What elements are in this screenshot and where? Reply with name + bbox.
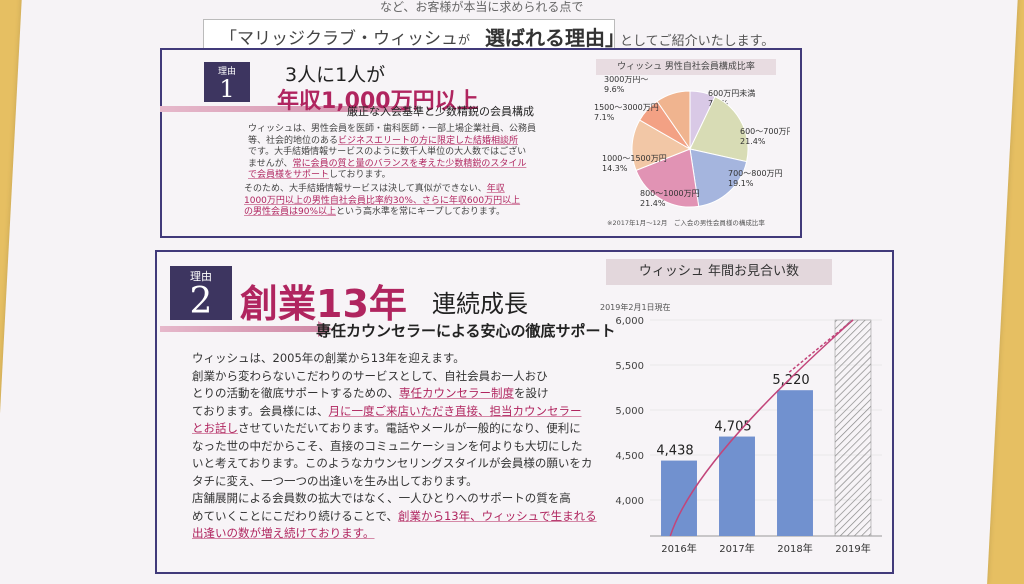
bar: [719, 436, 755, 536]
y-tick-label: 4,500: [615, 451, 644, 462]
reason-2-line: タチに変え、一つ一つの出逢いを生み出しております。: [192, 473, 612, 491]
body-text: いと考えております。このようなカウンセリングスタイルが会員様の願いをカ: [192, 456, 593, 470]
bar-value-label: 5,220: [772, 373, 809, 388]
heading-strong: 選ばれる理由」: [485, 26, 625, 50]
pie-slice-value: 9.6%: [604, 85, 625, 94]
bar: [777, 390, 813, 536]
x-tick-label: 2018年: [777, 542, 812, 555]
pie-slice-value: 14.3%: [602, 164, 628, 173]
reason-2-line: 出逢いの数が増え続けております。: [192, 525, 612, 543]
pie-slice-label: 1500〜3000万円: [594, 103, 659, 112]
pie-slice-label: 800〜1000万円: [640, 189, 700, 198]
body-text: を設け: [514, 386, 549, 400]
y-tick-label: 4,000: [615, 496, 644, 507]
bar: [661, 460, 697, 536]
y-tick-label: 5,000: [615, 406, 644, 417]
pie-chart: 600万円未満7.1%600〜700万円21.4%700〜800万円19.1%8…: [594, 76, 790, 208]
body-text: とりの活動を徹底サポートするための、: [192, 386, 399, 400]
trend-line-projected: [788, 319, 854, 373]
reason-2-line: いと考えております。このようなカウンセリングスタイルが会員様の願いをカ: [192, 455, 612, 473]
pie-slice: [689, 96, 749, 163]
top-cut-text: など、お客様が本当に求められる点で: [380, 0, 584, 14]
body-text: めていくことにこだわり続けることで、: [192, 508, 398, 523]
reason-2-title: 創業13年: [240, 282, 407, 326]
pie-slice-label: 600〜700万円: [740, 127, 790, 136]
heading-club-name: 「マリッジクラブ・ウィッシュが: [220, 29, 471, 49]
chart-1-title: ウィッシュ 男性自社会員構成比率: [596, 59, 776, 75]
pie-slice: [689, 148, 748, 207]
chart-2-title: ウィッシュ 年間お見合い数: [606, 259, 832, 285]
pie-slice-value: 21.4%: [740, 137, 766, 146]
chart-2-subtitle: 2019年2月1日現在: [600, 303, 671, 312]
heading-tail: としてご紹介いたします。: [620, 34, 775, 49]
pie-slice-value: 21.4%: [640, 199, 666, 208]
highlighted-text: 創業から13年、ウィッシュで生まれる: [397, 508, 597, 523]
x-tick-label: 2016年: [661, 542, 696, 555]
reason-1-badge: 理由 1: [204, 62, 250, 102]
reason-1-paragraph-1: ウィッシュは、男性会員を医師・歯科医師・一部上場企業社員、公務員 等、社会的地位…: [248, 124, 537, 180]
reason-2-subtitle: 専任カウンセラーによる安心の徹底サポート: [316, 322, 616, 340]
highlighted-text: 専任カウンセラー制度: [399, 386, 514, 400]
reason-1-paragraph-2: そのため、大手結婚情報サービスは決して真似ができない、年収 1000万円以上の男…: [244, 184, 521, 217]
body-text: なった世の中だからこそ、直接のコミュニケーションを何よりも大切にした: [192, 438, 583, 453]
pie-slice-value: 19.1%: [728, 179, 754, 188]
trend-line: [669, 319, 854, 537]
reason-1-arrow: [160, 106, 410, 112]
highlighted-text: とお話し: [192, 421, 238, 435]
y-tick-label: 6,000: [615, 316, 644, 327]
chart-1-note: ※2017年1月〜12月 ご入会の男性会員様の構成比率: [607, 219, 765, 227]
pie-slice: [656, 90, 691, 151]
y-tick-label: 5,500: [615, 361, 644, 372]
reason-1-title: 3人に1人が: [285, 64, 386, 86]
pie-slice: [631, 119, 692, 172]
bar-chart: 4,000 4,500 5,000 5,500 6,000 4,438 2016年 4,705…: [615, 316, 882, 555]
bar-value-label: 4,705: [714, 420, 751, 435]
body-text: 創業から変わらないこだわりのサービスとして、自社会員お一人おひ: [192, 368, 548, 383]
reason-2-line: なった世の中だからこそ、直接のコミュニケーションを何よりも大切にした: [192, 438, 612, 456]
reason-2-body: ウィッシュは、2005年の創業から13年を迎えます。創業から変わらないこだわりの…: [192, 350, 612, 543]
body-text: 店舗展開による会員数の拡大ではなく、一人ひとりへのサポートの質を高: [192, 491, 571, 505]
reason-2-line: めていくことにこだわり続けることで、創業から13年、ウィッシュで生まれる: [192, 508, 612, 526]
reason-2-title-tail: 連続成長: [432, 290, 528, 318]
x-tick-label: 2017年: [719, 542, 754, 555]
reason-2-line: ております。会員様には、月に一度ご来店いただき直接、担当カウンセラー: [192, 403, 612, 421]
body-text: させていただいております。電話やメールが一般的になり、便利に: [238, 421, 581, 435]
reason-2-line: ウィッシュは、2005年の創業から13年を迎えます。: [192, 350, 612, 368]
reason-2-line: 創業から変わらないこだわりのサービスとして、自社会員お一人おひ: [192, 368, 612, 386]
x-tick-label: 2019年: [835, 542, 870, 555]
reason-2-panel: [155, 250, 894, 574]
pie-slice-label: 3000万円〜: [604, 76, 648, 84]
body-text: タチに変え、一つ一つの出逢いを生み出しております。: [192, 473, 478, 488]
highlighted-text: 出逢いの数が増え続けております。: [192, 526, 375, 540]
bar-projected: [834, 319, 872, 537]
reason-2-arrow-line: [160, 326, 320, 332]
pie-slice-label: 600万円未満: [708, 88, 755, 98]
pie-slice-label: 700〜800万円: [728, 169, 783, 178]
reason-2-badge: 理由 2: [170, 266, 232, 320]
reason-2-line: とりの活動を徹底サポートするための、専任カウンセラー制度を設け: [192, 385, 612, 403]
reason-1-subtitle: 年収1,000万円以上: [277, 89, 479, 114]
pie-slice-label: 1000〜1500万円: [602, 154, 667, 163]
body-text: ウィッシュは、2005年の創業から13年を迎えます。: [192, 351, 465, 365]
reason-2-line: 店舗展開による会員数の拡大ではなく、一人ひとりへのサポートの質を高: [192, 490, 612, 508]
reason-2-arrow-head: [318, 321, 332, 337]
reason-1-desc: 厳正な入会基準と少数精鋭の会員構成: [347, 105, 534, 118]
reason-2-line: とお話しさせていただいております。電話やメールが一般的になり、便利に: [192, 420, 612, 438]
bar-value-label: 4,438: [656, 444, 693, 459]
pie-slice-value: 7.1%: [594, 113, 615, 122]
pie-slice: [635, 148, 700, 208]
highlighted-text: 月に一度ご来店いただき直接、担当カウンセラー: [328, 403, 582, 418]
body-text: ております。会員様には、: [192, 403, 329, 418]
